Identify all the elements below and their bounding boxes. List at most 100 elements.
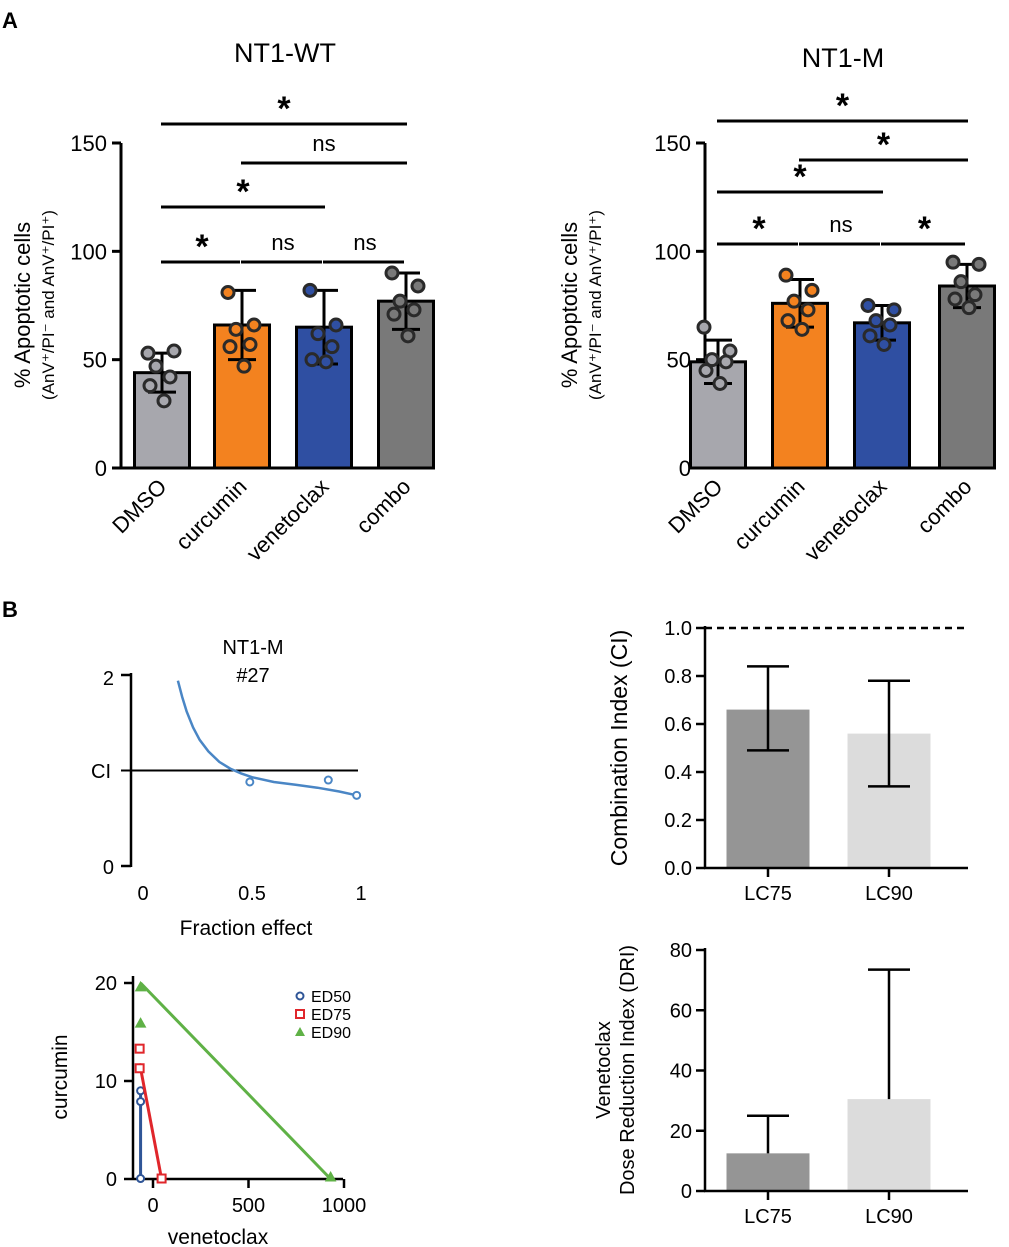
- x-tick-label: venetoclax: [241, 474, 333, 566]
- data-point: [400, 328, 416, 344]
- x-tick-label: LC75: [744, 1206, 792, 1228]
- y-tick-label: 150: [654, 131, 691, 156]
- y-tick-label: 0: [679, 456, 691, 481]
- y-tick-label: 1.0: [664, 618, 692, 640]
- significance-label: *: [877, 126, 891, 164]
- y-tick-label: 0.6: [664, 714, 692, 736]
- data-point: [696, 319, 712, 335]
- point-ed90: [324, 1171, 337, 1182]
- data-point: [222, 339, 238, 355]
- data-point: [162, 369, 178, 385]
- chart-ci-fraction-effect: NT1-M #27 2 0 CI 0 0.5 1 Fraction effect: [91, 637, 367, 940]
- ci-data-point: [323, 775, 333, 785]
- data-point: [780, 313, 796, 329]
- y-axis-sublabel: (AnV⁺/PI⁻ and AnV⁺/PI⁺): [39, 210, 58, 400]
- chart-subtitle: #27: [236, 665, 269, 687]
- x-tick-label: LC90: [865, 883, 913, 905]
- data-point: [698, 363, 714, 378]
- y-tick-label: 100: [654, 239, 691, 264]
- y-tick-label: 60: [670, 1000, 692, 1022]
- data-point: [228, 321, 244, 337]
- data-point: [410, 278, 426, 294]
- data-point: [142, 378, 158, 394]
- data-point: [156, 393, 172, 409]
- y-tick-label: 150: [70, 131, 107, 156]
- bar-lc75: [726, 1153, 810, 1191]
- point-ed75: [134, 1043, 145, 1054]
- data-point: [148, 358, 164, 374]
- y-tick-label: 50: [83, 348, 107, 373]
- y-tick-label: 50: [667, 348, 691, 373]
- y-tick-label: 0.4: [664, 762, 692, 784]
- y-axis-label: CI: [91, 761, 111, 783]
- y-tick-label: 20: [95, 973, 117, 995]
- isobole-line-ed75: [138, 1063, 164, 1180]
- data-point: [302, 282, 318, 298]
- data-point: [886, 302, 902, 318]
- bar-lc90: [847, 1099, 931, 1191]
- data-point: [961, 300, 977, 316]
- data-point: [953, 274, 969, 290]
- x-tick-label: DMSO: [107, 474, 171, 538]
- y-axis-label: curcumin: [49, 1034, 72, 1119]
- data-point: [804, 282, 820, 298]
- ci-data-point: [352, 790, 362, 800]
- data-point: [318, 354, 334, 370]
- y-tick-label: 0.0: [664, 858, 692, 880]
- x-tick-label: LC75: [744, 883, 792, 905]
- x-tick-label: DMSO: [663, 474, 727, 538]
- x-tick-label: 1000: [322, 1195, 367, 1217]
- point-ed90: [134, 1017, 147, 1028]
- panel-label-b: B: [2, 597, 18, 622]
- point-ed75: [134, 1063, 145, 1074]
- significance-label: *: [793, 158, 807, 196]
- y-tick-label: 0: [95, 456, 107, 481]
- chart-title: NT1-M: [222, 637, 283, 659]
- x-tick-label: curcumin: [171, 474, 252, 555]
- chart-nt1-wt: NT1-WT 0 50 100 150 % Apoptotic cells (AnV⁺/P…: [10, 38, 435, 566]
- data-point: [304, 352, 320, 368]
- significance-label: *: [836, 87, 850, 125]
- significance-label: ns: [829, 212, 852, 237]
- x-axis-label: Fraction effect: [180, 917, 313, 940]
- chart-combination-index: LC75 LC90 0.0 0.2 0.4 0.6 0.8 1.0 Combination In…: [606, 618, 968, 905]
- y-tick-label: 0.8: [664, 666, 692, 688]
- y-tick-label: 2: [103, 668, 114, 690]
- data-point: [786, 293, 802, 309]
- x-tick-label: 0: [147, 1195, 158, 1217]
- data-point: [704, 352, 720, 368]
- x-tick-label: 1: [355, 883, 366, 905]
- x-tick-label: 0: [137, 883, 148, 905]
- legend-marker: [295, 1009, 305, 1019]
- chart-title: NT1-WT: [234, 38, 336, 68]
- data-point: [794, 321, 810, 337]
- x-tick-label: venetoclax: [799, 474, 891, 566]
- x-tick-label: combo: [912, 474, 976, 538]
- ci-data-point: [245, 777, 255, 787]
- ci-fit-curve: [176, 680, 357, 797]
- significance-label: *: [195, 228, 209, 266]
- data-point: [862, 328, 878, 344]
- point-ed75: [156, 1173, 167, 1184]
- data-point: [876, 337, 892, 352]
- data-point: [967, 287, 983, 303]
- y-tick-label: 20: [670, 1121, 692, 1143]
- y-tick-label: 100: [70, 239, 107, 264]
- y-axis-label: Venetoclax: [593, 1021, 615, 1119]
- y-tick-label: 10: [95, 1071, 117, 1093]
- y-tick-label: 0: [106, 1169, 117, 1191]
- panel-label-a: A: [2, 8, 18, 33]
- x-tick-label: 500: [232, 1195, 265, 1217]
- data-point: [328, 317, 344, 333]
- legend-marker: [295, 991, 305, 1001]
- point-ed50: [136, 1174, 146, 1184]
- y-tick-label: 40: [670, 1061, 692, 1083]
- data-point: [778, 267, 794, 283]
- data-point: [971, 256, 987, 272]
- data-point: [242, 337, 258, 352]
- significance-label: *: [277, 90, 291, 128]
- data-point: [882, 317, 898, 333]
- data-point: [324, 339, 340, 355]
- y-axis-sublabel: Dose Reduction Index (DRI): [617, 945, 639, 1195]
